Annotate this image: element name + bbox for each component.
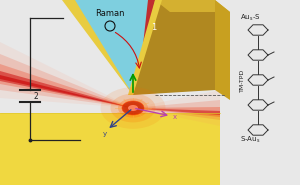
Text: Raman: Raman (95, 9, 125, 18)
Polygon shape (0, 54, 133, 108)
Text: x: x (173, 114, 177, 120)
Polygon shape (0, 42, 133, 108)
Polygon shape (0, 75, 133, 108)
Ellipse shape (118, 98, 148, 118)
Ellipse shape (124, 102, 142, 114)
Text: 1: 1 (151, 23, 156, 32)
Ellipse shape (110, 94, 155, 122)
Polygon shape (215, 0, 230, 100)
Polygon shape (133, 0, 215, 95)
Text: S-$\mathregular{Au_s}$: S-$\mathregular{Au_s}$ (240, 135, 260, 145)
Text: 2: 2 (33, 92, 38, 100)
Text: y: y (103, 131, 107, 137)
Ellipse shape (122, 101, 144, 115)
Polygon shape (65, 0, 155, 95)
Text: TM-TPD: TM-TPD (240, 68, 245, 92)
Polygon shape (155, 0, 230, 12)
Polygon shape (133, 108, 220, 115)
Polygon shape (133, 100, 220, 120)
Polygon shape (62, 0, 133, 95)
Polygon shape (133, 107, 220, 117)
Polygon shape (128, 0, 162, 95)
Polygon shape (138, 0, 157, 90)
Ellipse shape (128, 105, 138, 111)
Polygon shape (0, 64, 133, 108)
Bar (0, 113, 220, 185)
Polygon shape (0, 71, 133, 108)
Ellipse shape (100, 87, 166, 129)
Text: $\mathregular{Au_s}$-S: $\mathregular{Au_s}$-S (240, 13, 260, 23)
Polygon shape (133, 90, 220, 126)
